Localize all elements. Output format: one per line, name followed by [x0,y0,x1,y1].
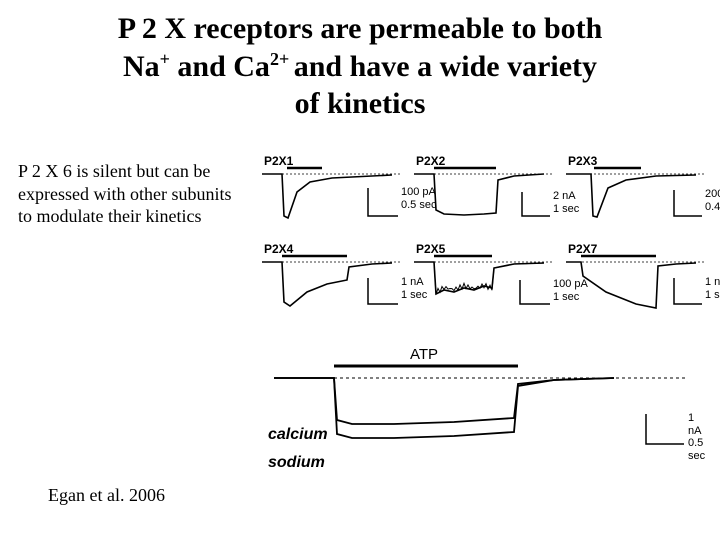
title-line2-mid: and Ca [170,50,270,83]
calcium-label: calcium [268,426,328,444]
scale-label: 200 pA0.4 sec [705,188,720,213]
trace-panel-p2x7: P2X7 1 nA1 sec [566,242,706,322]
trace-panel-p2x5: P2X5 100 pA1 sec [414,242,554,322]
title-line3: of kinetics [295,87,426,120]
trace-svg [566,242,706,322]
citation-text: Egan et al. 2006 [48,485,165,506]
trace-svg [414,242,554,322]
trace-panel-p2x4: P2X4 1 nA1 sec [262,242,402,322]
bottom-scale-label: 1 nA0.5 sec [688,412,705,463]
sodium-label: sodium [268,454,325,472]
bottom-ion-panel: ATP calcium sodium 1 nA0.5 sec [274,350,694,510]
subtitle-text: P 2 X 6 is silent but can be expressed w… [18,160,248,228]
scale-label: 1 nA1 sec [705,276,720,301]
sup-ca: 2+ [270,49,294,69]
slide-title: P 2 X receptors are permeable to both Na… [0,0,720,129]
trace-svg [566,154,706,234]
trace-panel-p2x3: P2X3 200 pA0.4 sec [566,154,706,234]
trace-svg [262,154,402,234]
title-line1: P 2 X receptors are permeable to both [118,12,603,45]
title-line2-pre: Na [123,50,160,83]
trace-svg [414,154,554,234]
title-line2-post: and have a wide variety [294,50,597,83]
trace-svg [262,242,402,322]
bottom-svg [274,350,694,510]
trace-panel-p2x2: P2X2 2 nA1 sec [414,154,554,234]
trace-panel-p2x1: P2X1 100 pA0.5 sec [262,154,402,234]
figure-container: P2X1 100 pA0.5 sec P2X2 2 nA1 sec P2X3 [258,150,712,528]
sup-na: + [160,49,170,69]
